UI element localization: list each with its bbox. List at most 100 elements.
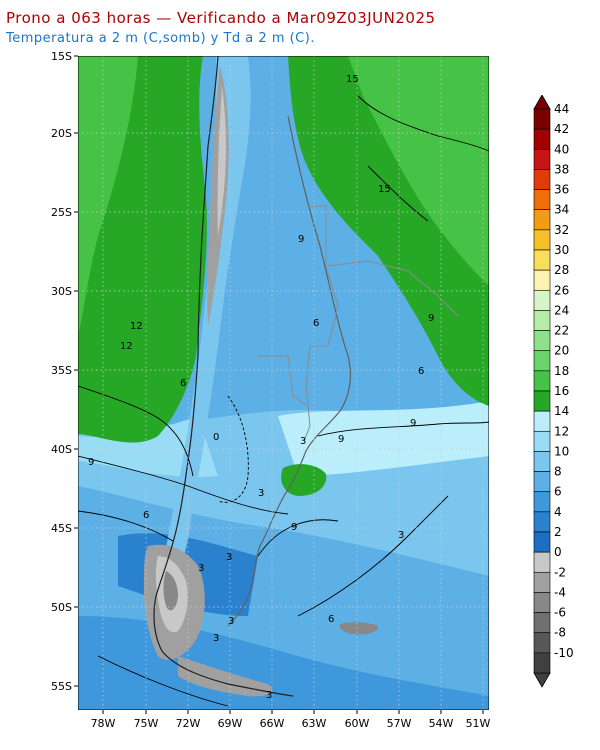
lon-tick-label: 75W <box>134 717 159 730</box>
colorbar-cell <box>533 108 551 130</box>
lat-tick-label: 40S <box>51 443 72 456</box>
lon-tick-label: 54W <box>429 717 454 730</box>
contour-9-east <box>317 421 489 437</box>
colorbar-cell <box>533 592 551 613</box>
patagonia-below-minus2 <box>163 571 178 611</box>
colorbar-cell <box>533 229 551 251</box>
contour-9 <box>78 455 289 515</box>
colorbar-tick-label: -10 <box>554 646 574 660</box>
colorbar-cell <box>533 189 551 211</box>
malvinas-cold <box>339 622 379 635</box>
map-panel: 15 15 9 12 12 9 6 6 9 6 9 9 3 0 3 3 6 3 … <box>78 56 489 710</box>
contour-0-dashed <box>217 395 249 503</box>
province-borders <box>303 205 339 442</box>
contour-15-north <box>357 95 489 152</box>
province-borders-2 <box>258 355 309 407</box>
colorbar-cell <box>533 451 551 472</box>
coastline-atlantic <box>227 115 351 627</box>
temp-band-12-14-east <box>278 401 489 476</box>
colorbar-cell <box>533 410 551 432</box>
colorbar-tick-label: -8 <box>554 626 566 640</box>
colorbar-cell <box>533 128 551 150</box>
colorbar-tick-label: 14 <box>554 404 569 418</box>
colorbar-cell <box>533 471 551 493</box>
contour-3-south <box>97 655 229 707</box>
colorbar-tick-label: 30 <box>554 243 569 257</box>
contour-label: 9 <box>88 457 94 468</box>
contour-label: 6 <box>328 614 334 625</box>
lat-tick-label: 15S <box>51 50 72 63</box>
contour-label: 3 <box>398 530 404 541</box>
colorbar-cell <box>533 511 551 533</box>
colorbar-tick-label: 24 <box>554 303 569 317</box>
lon-tick-label: 72W <box>176 717 201 730</box>
temp-band-16-18-brazil <box>348 56 489 286</box>
colorbar-cell <box>533 390 551 412</box>
colorbar-tick-label: 20 <box>554 344 569 358</box>
plot-subtitle: Temperatura a 2 m (C,somb) y Td a 2 m (C… <box>6 31 315 46</box>
temp-band-16-18-pacific <box>78 56 138 336</box>
contour-label: 3 <box>213 633 219 644</box>
lon-tick-label: 57W <box>387 717 412 730</box>
contour-label: 9 <box>410 418 416 429</box>
lon-tick-label: 78W <box>91 717 116 730</box>
contour-label: 3 <box>258 488 264 499</box>
contour-label: 15 <box>378 184 391 195</box>
colorbar-cell <box>533 491 551 513</box>
colorbar-tick-label: 36 <box>554 183 569 197</box>
colorbar-tick-label: 38 <box>554 162 569 176</box>
contour-6 <box>78 510 174 542</box>
colorbar-cell <box>533 249 551 271</box>
colorbar-tick-label: 16 <box>554 384 569 398</box>
colorbar-tick-label: 40 <box>554 142 569 156</box>
colorbar-tick-label: -4 <box>554 585 566 599</box>
contour-label: 15 <box>346 74 359 85</box>
lon-tick-label: 66W <box>260 717 285 730</box>
colorbar-tick-label: 10 <box>554 444 569 458</box>
colorbar-cell <box>533 430 551 452</box>
colorbar-tick-label: 2 <box>554 525 562 539</box>
contour-label: 3 <box>266 690 272 701</box>
colorbar-tick-label: 18 <box>554 364 569 378</box>
contour-label: 9 <box>338 434 344 445</box>
temp-patch-valdes <box>281 464 327 496</box>
lat-tick-label: 35S <box>51 364 72 377</box>
colorbar-cell <box>533 632 551 654</box>
contour-15-brazil <box>367 165 429 222</box>
colorbar-tick-label: 44 <box>554 102 569 116</box>
contour-label: 3 <box>226 552 232 563</box>
lon-tick-label: 63W <box>302 717 327 730</box>
contour-label: 12 <box>120 341 133 352</box>
graticule <box>78 56 489 710</box>
lat-tick-label: 30S <box>51 285 72 298</box>
longitude-axis: 78W 75W 72W 69W 66W 63W 60W 57W 54W 51W <box>91 717 491 730</box>
colorbar-cell <box>533 370 551 392</box>
andes-zero-band <box>217 86 226 236</box>
colorbar-cell <box>533 269 551 291</box>
colorbar-tick-label: 34 <box>554 203 569 217</box>
lon-tick-label: 60W <box>345 717 370 730</box>
colorbar-cell <box>533 289 551 311</box>
lon-tick-label: 51W <box>466 717 491 730</box>
colorbar-tick-label: 32 <box>554 223 569 237</box>
colorbar-bottom-arrow <box>533 672 551 688</box>
contour-label: 9 <box>298 234 304 245</box>
tierra-del-fuego-cold <box>178 656 272 697</box>
colorbar-cell <box>533 330 551 352</box>
colorbar-cell <box>533 612 551 634</box>
contour-label: 6 <box>143 510 149 521</box>
colorbar-tick-label: 42 <box>554 122 569 136</box>
coastline-pacific <box>153 56 294 697</box>
colorbar-top-arrow <box>533 95 551 110</box>
lat-tick-label: 20S <box>51 127 72 140</box>
lat-tick-label: 50S <box>51 601 72 614</box>
contour-label: 9 <box>428 313 434 324</box>
contour-6-east <box>257 519 339 557</box>
plot-title: Prono a 063 horas — Verificando a Mar09Z… <box>6 9 436 27</box>
colorbar-tick-label: 12 <box>554 424 569 438</box>
latitude-axis: 15S 20S 25S 30S 35S 40S 45S 50S 55S <box>51 50 72 693</box>
colorbar-tick-label: -6 <box>554 606 566 620</box>
contour-label: 6 <box>313 318 319 329</box>
colorbar-tick-label: 6 <box>554 485 562 499</box>
